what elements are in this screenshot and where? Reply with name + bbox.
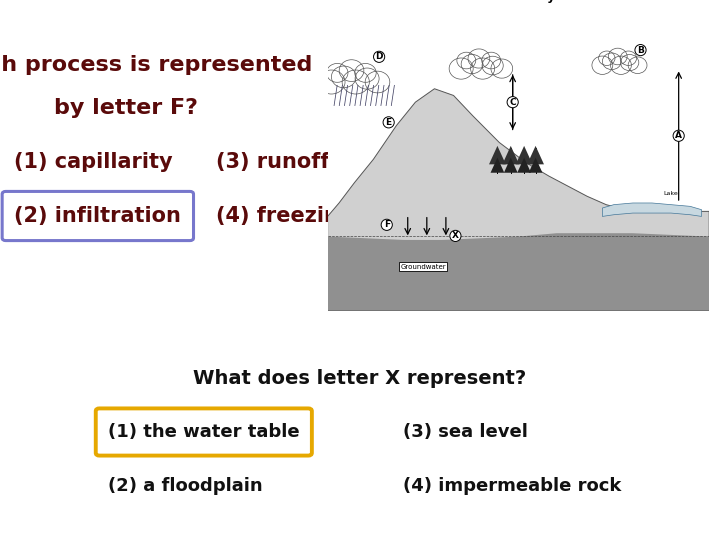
Text: (3) runoff: (3) runoff (216, 152, 330, 172)
Circle shape (621, 55, 639, 71)
Text: Lake: Lake (664, 191, 678, 196)
Circle shape (457, 52, 476, 69)
Polygon shape (504, 158, 518, 173)
Polygon shape (328, 89, 709, 310)
Circle shape (471, 58, 495, 79)
Text: (2) infiltration: (2) infiltration (14, 206, 181, 226)
Text: Groundwater: Groundwater (400, 264, 446, 270)
Circle shape (608, 48, 627, 65)
Circle shape (482, 56, 503, 75)
Circle shape (628, 57, 647, 73)
Circle shape (339, 60, 364, 82)
Circle shape (620, 51, 636, 65)
Circle shape (355, 68, 379, 89)
Text: B: B (637, 45, 644, 55)
Polygon shape (603, 203, 701, 217)
Text: C: C (509, 98, 516, 107)
Polygon shape (328, 233, 709, 310)
Text: (4) impermeable rock: (4) impermeable rock (403, 477, 621, 495)
Circle shape (482, 52, 500, 69)
Circle shape (468, 49, 490, 68)
Circle shape (592, 56, 613, 75)
Circle shape (331, 66, 356, 87)
Text: F: F (384, 220, 390, 230)
Circle shape (365, 71, 390, 93)
Text: A: A (675, 131, 682, 140)
Text: by letter F?: by letter F? (54, 98, 198, 118)
Polygon shape (517, 158, 531, 173)
Text: Which process is represented: Which process is represented (0, 55, 312, 75)
Text: (4) freezing: (4) freezing (216, 206, 354, 226)
Circle shape (598, 51, 615, 65)
Polygon shape (489, 146, 506, 164)
Circle shape (491, 59, 513, 78)
Text: X: X (452, 232, 459, 240)
Polygon shape (503, 146, 519, 164)
Circle shape (355, 64, 376, 82)
Polygon shape (490, 158, 504, 173)
Circle shape (327, 64, 348, 82)
Text: What does letter X represent?: What does letter X represent? (194, 368, 526, 388)
Text: (1) capillarity: (1) capillarity (14, 152, 173, 172)
Text: (1) the water table: (1) the water table (108, 423, 300, 441)
Polygon shape (527, 146, 544, 164)
Circle shape (603, 53, 621, 70)
Polygon shape (328, 8, 709, 310)
Polygon shape (516, 146, 533, 164)
Text: (2) a floodplain: (2) a floodplain (108, 477, 263, 495)
Circle shape (611, 56, 631, 75)
Circle shape (462, 55, 483, 73)
Circle shape (449, 58, 473, 79)
Text: The Water Cycle: The Water Cycle (462, 0, 575, 3)
Polygon shape (528, 158, 542, 173)
Text: (3) sea level: (3) sea level (403, 423, 528, 441)
Text: E: E (386, 118, 392, 127)
Text: D: D (375, 52, 383, 62)
Circle shape (318, 70, 345, 94)
Circle shape (342, 70, 369, 94)
